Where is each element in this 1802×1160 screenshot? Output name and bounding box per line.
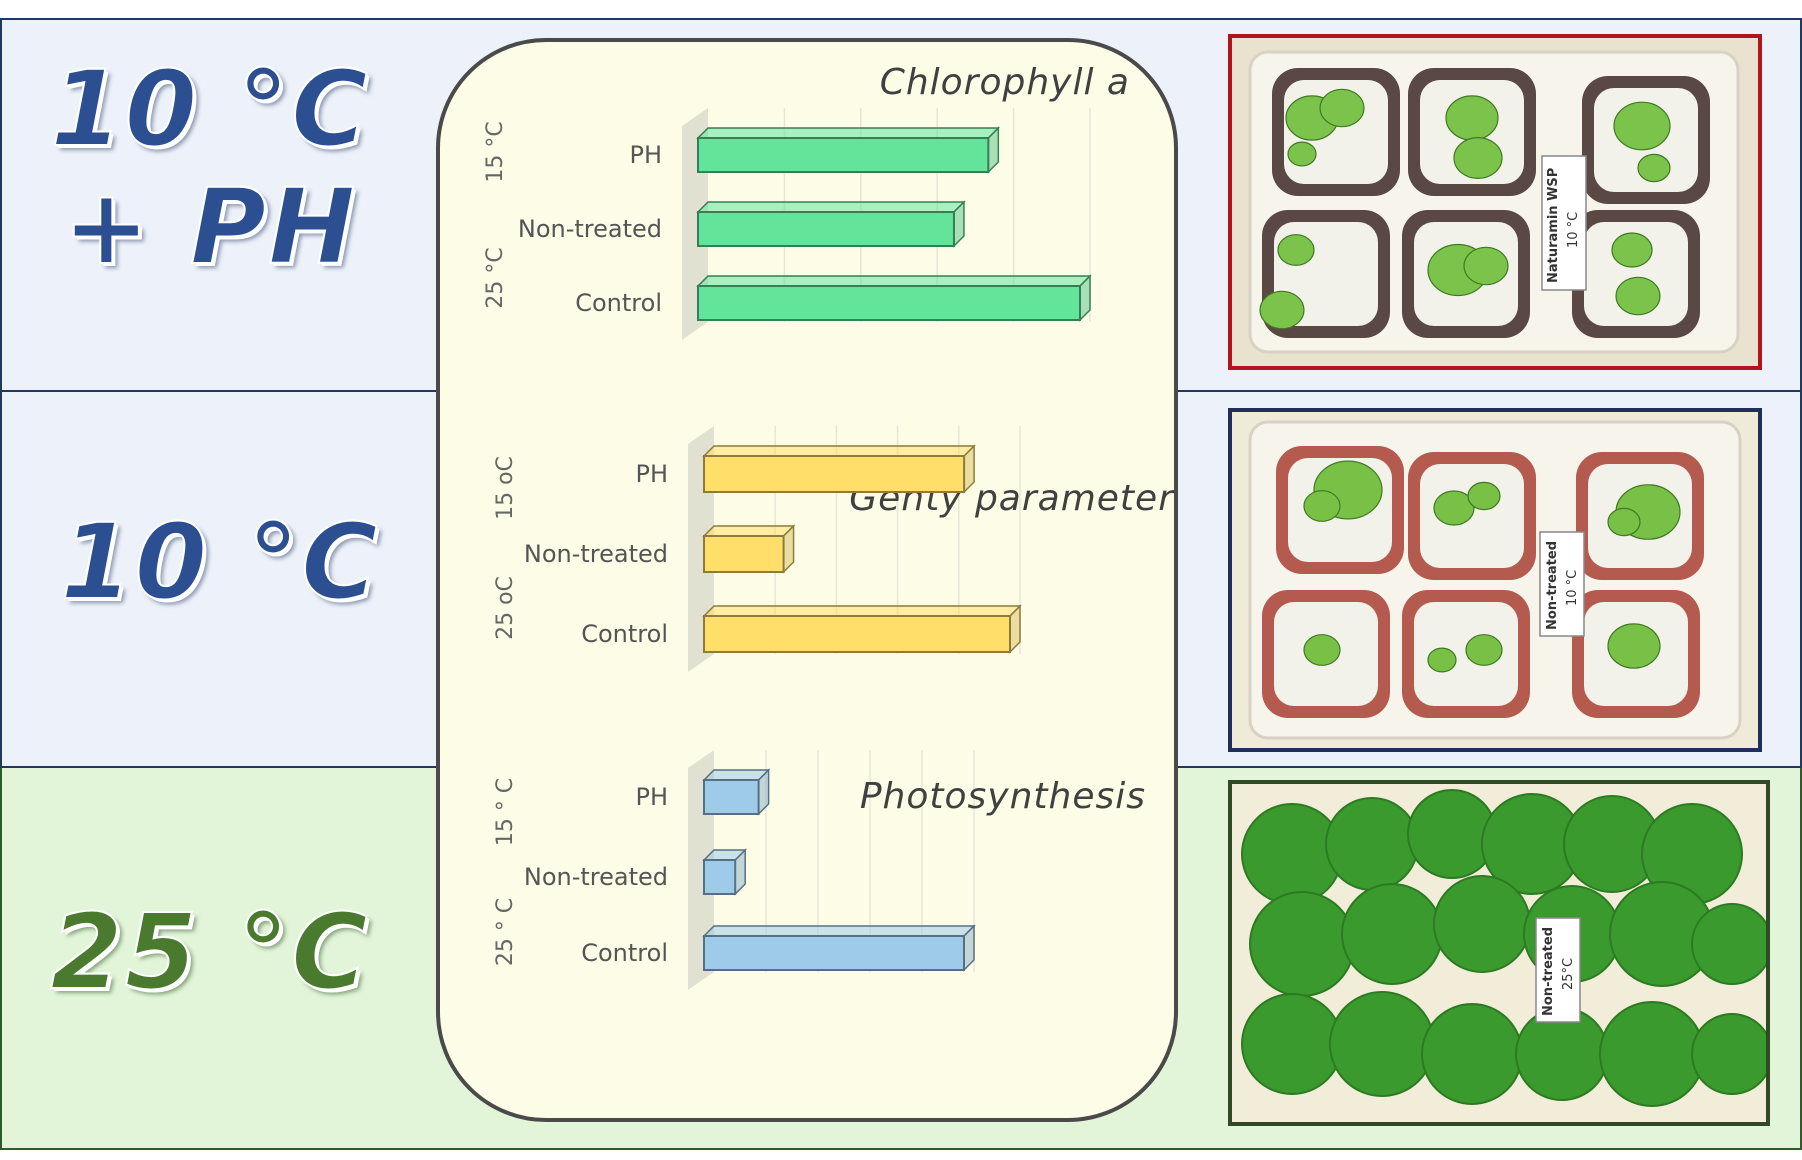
chart-1-bar <box>703 535 785 573</box>
photo-naturamin-10c-image: Naturamin WSP 10 °C <box>1232 38 1758 366</box>
chart-0-category-label: Control <box>575 289 662 317</box>
photo-1-label-line1: Naturamin WSP <box>1546 168 1561 283</box>
leaf <box>1421 1003 1523 1105</box>
chart-2-bar <box>703 935 965 971</box>
chart-1-bar-top <box>702 525 796 537</box>
chart-panel: Chlorophyll a 15 °C 25 °C PH Non-treated Cont… <box>436 38 1178 1122</box>
chart-1-category-label: Non-treated <box>524 540 668 568</box>
leaf <box>1303 490 1341 522</box>
chart-2-bar-top <box>702 769 771 781</box>
chart-1-group-label: 15 oC <box>493 456 518 520</box>
photo-naturamin-10c: Naturamin WSP 10 °C <box>1228 34 1762 370</box>
chart-0-title: Chlorophyll a <box>880 62 1130 103</box>
photo-nontreated-10c: Non-treated 10 °C <box>1228 408 1762 752</box>
chart-2-category-label: Non-treated <box>524 863 668 891</box>
row-label-10c-ph: 10 °C + PH <box>30 48 390 289</box>
leaf <box>1613 101 1671 151</box>
photo-2-label-line2: 10 °C <box>1565 570 1580 606</box>
chart-0-bar <box>697 285 1081 321</box>
photo-1-label-line2: 10 °C <box>1566 212 1581 248</box>
chart-0-bar <box>697 137 990 173</box>
chart-0-group-label: 25 °C <box>483 247 508 308</box>
leaf <box>1319 88 1365 128</box>
chart-0-bar-top <box>696 201 966 213</box>
chart-2-bar <box>703 859 737 895</box>
chart-1-bar-top <box>702 605 1022 617</box>
leaf <box>1445 95 1499 141</box>
row-label-25c: 25 °C <box>30 891 390 1013</box>
leaf <box>1467 481 1501 511</box>
chart-1-group-label: 25 oC <box>493 576 518 640</box>
photo-nontreated-10c-image: Non-treated 10 °C <box>1232 412 1758 748</box>
leaf <box>1453 136 1503 179</box>
leaf <box>1287 141 1317 167</box>
leaf <box>1259 290 1305 330</box>
chart-1-bar <box>703 455 966 493</box>
leaf <box>1303 634 1341 666</box>
leaf <box>1249 891 1355 997</box>
chart-0-bar-top <box>696 275 1092 287</box>
leaf <box>1465 634 1503 666</box>
photo-nontreated-25c: Non-treated 25°C <box>1228 780 1770 1126</box>
leaf <box>1277 234 1315 266</box>
leaf <box>1433 875 1531 973</box>
chart-2-category-label: PH <box>635 783 668 811</box>
chart-0-group-label: 15 °C <box>483 121 508 182</box>
leaf <box>1607 623 1661 669</box>
chart-1-bar-top <box>702 445 976 457</box>
chart-2-category-label: Control <box>581 939 668 967</box>
chart-2-group-label: 15 ° C <box>493 778 518 846</box>
chart-2-group-label: 25 ° C <box>493 898 518 966</box>
row-label-25c-line1: 25 °C <box>49 891 370 1013</box>
photo-nontreated-25c-image: Non-treated 25°C <box>1232 784 1766 1122</box>
leaf <box>1637 153 1671 183</box>
row-label-10c-ph-line2: + PH <box>62 166 358 289</box>
chart-1-category-label: PH <box>635 460 668 488</box>
charts-svg: Chlorophyll a 15 °C 25 °C PH Non-treated Cont… <box>483 62 1174 990</box>
photo-3-label-line2: 25°C <box>1561 958 1576 990</box>
leaf <box>1607 507 1641 537</box>
leaf <box>1615 276 1661 316</box>
leaf <box>1433 490 1475 526</box>
leaf <box>1691 1013 1766 1095</box>
leaf <box>1463 246 1509 286</box>
chart-2-title: Photosynthesis <box>860 776 1146 817</box>
photo-2-label-line1: Non-treated <box>1545 541 1560 630</box>
leaf <box>1611 232 1653 268</box>
leaf <box>1691 903 1766 985</box>
row-label-10c-ph-line1: 10 °C <box>49 48 370 170</box>
pot-soil <box>1584 222 1688 326</box>
leaf <box>1325 797 1419 891</box>
row-label-10c-line1: 10 °C <box>59 501 380 623</box>
chart-0-category-label: Non-treated <box>518 215 662 243</box>
row-label-10c: 10 °C <box>40 501 400 623</box>
chart-1-category-label: Control <box>581 620 668 648</box>
photo-3-label-line1: Non-treated <box>1541 927 1556 1016</box>
chart-0-category-label: PH <box>629 141 662 169</box>
chart-1-bar <box>703 615 1011 653</box>
leaf <box>1241 993 1343 1095</box>
leaf <box>1427 647 1457 673</box>
chart-0-bar <box>697 211 955 247</box>
leaf <box>1329 991 1435 1097</box>
leaf <box>1341 883 1443 985</box>
leaf <box>1599 1001 1705 1107</box>
chart-0-bar-top <box>696 127 1001 139</box>
chart-2-bar <box>703 779 760 815</box>
chart-2-bar-top <box>702 925 976 937</box>
